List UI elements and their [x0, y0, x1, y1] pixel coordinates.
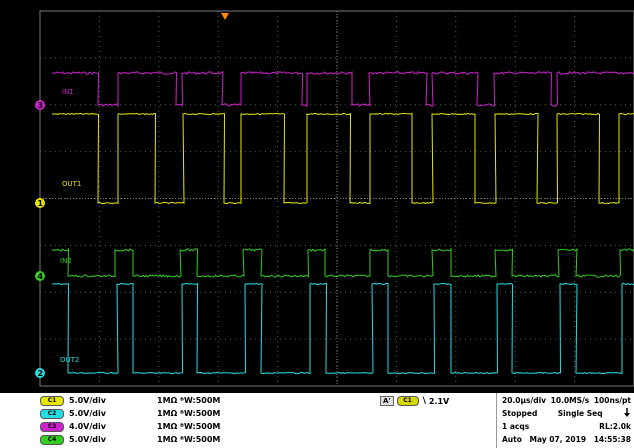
ch3-impedance: 1MΩ ᴮW:500M	[157, 422, 221, 431]
channel-4-row[interactable]: C4 5.0V/div 1MΩ ᴮW:500M	[40, 434, 220, 445]
out2-label: OUT2	[60, 356, 79, 364]
out1-waveform	[51, 112, 634, 205]
svg-text:4: 4	[38, 272, 44, 281]
ch4-impedance: 1MΩ ᴮW:500M	[157, 435, 221, 444]
ch4-scale: 5.0V/div	[69, 435, 106, 444]
acquisition-count: 1 acqs	[502, 422, 530, 431]
ch1-scale: 5.0V/div	[69, 396, 106, 405]
ch3-scale: 4.0V/div	[69, 422, 106, 431]
trigger-source-badge: C1	[396, 396, 419, 406]
ch4-ground-marker[interactable]: 4	[35, 271, 45, 281]
waveform-graticule: IN1 OUT1 IN2 OUT2 3 1 4 2	[0, 0, 634, 393]
out1-label: OUT1	[62, 180, 81, 188]
ch4-badge[interactable]: C4	[40, 434, 64, 445]
oscilloscope-display: IN1 OUT1 IN2 OUT2 3 1 4 2	[0, 0, 634, 393]
falling-slope-icon: \	[422, 396, 426, 406]
channel-2-row[interactable]: C2 5.0V/div 1MΩ ᴮW:500M	[40, 408, 220, 419]
status-panel: C1 5.0V/div 1MΩ ᴮW:500M C2 5.0V/div 1MΩ …	[0, 393, 634, 448]
display-background	[0, 0, 634, 393]
out2-waveform	[51, 282, 634, 375]
time: 14:55:38	[593, 435, 631, 444]
acquisition-mode: Single Seq	[557, 409, 603, 418]
ch1-ground-marker[interactable]: 1	[35, 198, 45, 208]
channel-1-row[interactable]: C1 5.0V/div 1MΩ ᴮW:500M	[40, 395, 220, 406]
trigger-position-marker[interactable]	[221, 13, 229, 20]
ch2-scale: 5.0V/div	[69, 409, 106, 418]
down-arrow-icon	[623, 407, 631, 420]
sample-rate: 10.0MS/s	[550, 396, 590, 405]
ch1-impedance: 1MΩ ᴮW:500M	[157, 396, 221, 405]
in2-label: IN2	[60, 257, 72, 265]
in2-waveform	[51, 247, 634, 278]
in1-waveform	[52, 71, 634, 108]
ch2-ground-marker[interactable]: 2	[35, 368, 45, 378]
trigger-level: 2.1V	[428, 396, 450, 406]
ch2-badge[interactable]: C2	[40, 408, 64, 419]
ch3-ground-marker[interactable]: 3	[35, 100, 45, 110]
channel-3-row[interactable]: C3 4.0V/div 1MΩ ᴮW:500M	[40, 421, 220, 432]
timebase: 20.0µs/div	[502, 396, 547, 405]
resolution: 100ns/pt	[593, 396, 631, 405]
trigger-mode: A'	[380, 396, 394, 406]
svg-text:1: 1	[38, 199, 44, 208]
acquisition-panel[interactable]: 20.0µs/div 10.0MS/s 100ns/pt Stopped Sin…	[496, 393, 634, 448]
in1-label: IN1	[62, 88, 74, 96]
ch1-badge[interactable]: C1	[40, 395, 64, 406]
svg-text:3: 3	[38, 101, 44, 110]
ch3-badge[interactable]: C3	[40, 421, 64, 432]
ch2-impedance: 1MΩ ᴮW:500M	[157, 409, 221, 418]
date: May 07, 2019	[529, 435, 587, 444]
record-length: RL:2.0k	[599, 422, 631, 431]
acquisition-state: Stopped	[502, 409, 538, 418]
trigger-mode-auto: Auto	[502, 435, 522, 444]
svg-text:2: 2	[38, 369, 44, 378]
trigger-readout[interactable]: A' C1 \ 2.1V	[380, 396, 449, 406]
